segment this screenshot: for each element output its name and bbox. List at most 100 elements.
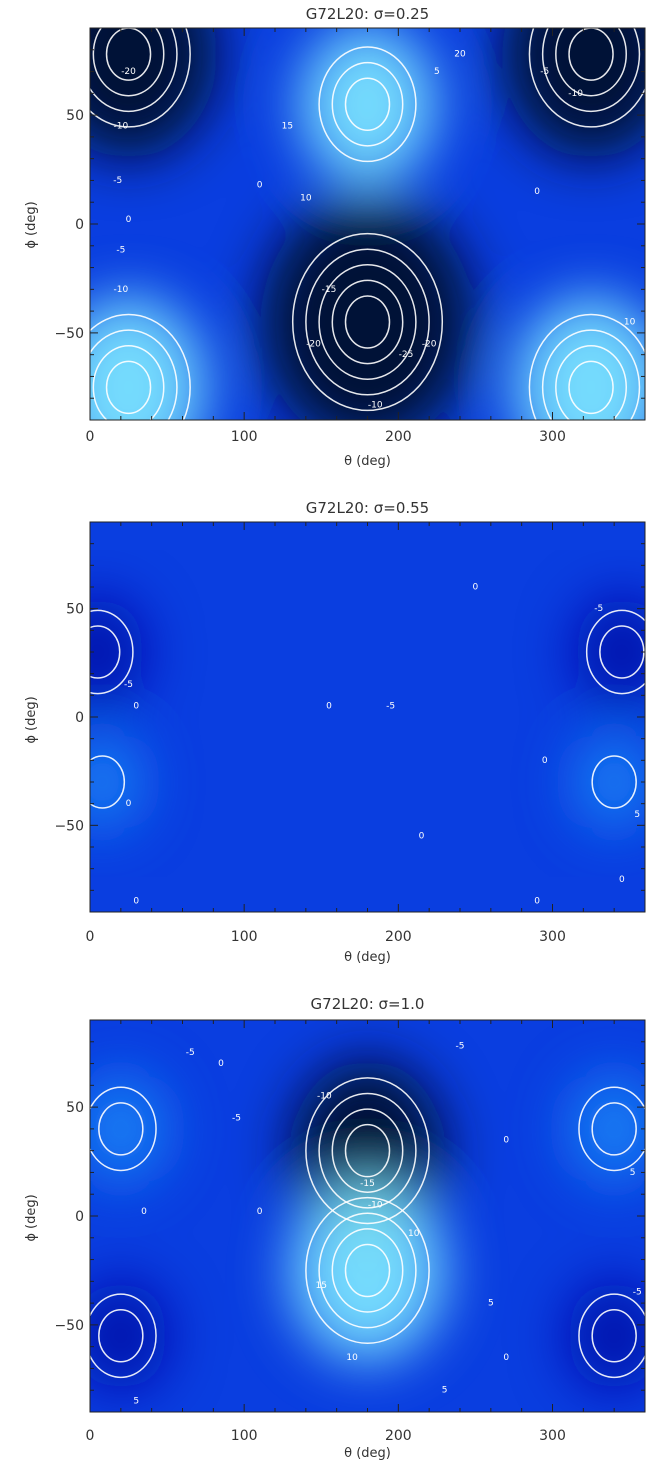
x-tick-label: 0 — [86, 1428, 95, 1444]
contour-ring-6-4 — [528, 313, 645, 420]
x-axis-label: θ (deg) — [344, 454, 391, 469]
field-minimum-2 — [260, 196, 475, 420]
contour-ring-1-2 — [90, 609, 134, 695]
contour-label-4: 15 — [282, 122, 293, 132]
contour-label-14: -10 — [113, 285, 128, 295]
contour-ring-2-2 — [331, 1228, 404, 1313]
contour-lines — [90, 28, 645, 420]
contour-label-6: -5 — [386, 702, 395, 712]
field-minimum-4 — [502, 28, 645, 159]
contour-label-14: 10 — [346, 1353, 358, 1363]
contour-label-3: -5 — [113, 176, 122, 186]
contour-ring-5-1 — [105, 360, 152, 415]
field-maximum-1 — [299, 28, 436, 184]
contour-ring-6-2 — [555, 344, 627, 420]
contour-label-4: -10 — [317, 1092, 332, 1102]
contour-ring-1-3 — [318, 1092, 417, 1209]
contour-label-16: -20 — [306, 339, 321, 349]
field-minimum-2 — [574, 596, 645, 708]
chart-title: G72L20: σ=0.55 — [306, 499, 429, 517]
contour-ring-3-2 — [92, 28, 165, 97]
contour-ring-4-2 — [578, 1086, 645, 1172]
contour-ring-1-2 — [331, 1108, 404, 1194]
contour-label-6: 0 — [503, 1135, 509, 1145]
contour-label-16: 0 — [503, 1353, 509, 1363]
contour-ring-1-1 — [344, 1123, 391, 1178]
y-tick-label: −50 — [54, 326, 84, 342]
contour-ring-2-2 — [331, 279, 404, 365]
contour-label-8: 0 — [141, 1207, 147, 1217]
contour-ring-2-1 — [344, 1243, 391, 1298]
y-axis-label: ϕ (deg) — [24, 201, 39, 248]
contour-label-7: 5 — [630, 1168, 636, 1178]
x-tick-label: 100 — [231, 429, 258, 445]
x-tick-label: 300 — [539, 929, 566, 945]
contour-label-11: 0 — [133, 897, 139, 907]
contour-label-3: -5 — [124, 680, 133, 690]
contour-ring-2-5 — [291, 232, 444, 412]
x-tick-label: 100 — [231, 929, 258, 945]
contour-ring-2-1 — [344, 295, 391, 349]
x-tick-label: 200 — [385, 429, 412, 445]
y-tick-label: 50 — [66, 602, 84, 618]
contour-label-10: -15 — [360, 1179, 375, 1189]
field-maximum-3 — [90, 733, 144, 831]
contour-label-13: 15 — [316, 1281, 327, 1291]
contour-label-10: -10 — [568, 89, 583, 99]
x-tick-label: 0 — [86, 429, 95, 445]
x-axis-label: θ (deg) — [344, 950, 391, 965]
contour-label-3: -5 — [232, 1114, 241, 1124]
x-axis-label: θ (deg) — [344, 1446, 391, 1461]
contour-ring-4-1 — [591, 1102, 637, 1156]
contour-label-6: 0 — [257, 180, 263, 190]
contour-ring-3-1 — [90, 755, 126, 809]
contour-ring-1-1 — [90, 625, 121, 679]
contour-label-9: 0 — [257, 1207, 263, 1217]
contour-label-1: -20 — [121, 67, 136, 77]
contour-ring-4-4 — [528, 28, 645, 128]
contour-label-11: -10 — [368, 1201, 383, 1211]
contour-label-19: 5 — [442, 1386, 448, 1396]
x-tick-label: 200 — [385, 929, 412, 945]
contour-ring-5-4 — [90, 313, 191, 420]
y-axis-label: ϕ (deg) — [24, 1194, 39, 1241]
x-tick-label: 300 — [539, 1428, 566, 1444]
x-tick-label: 200 — [385, 1428, 412, 1444]
contour-label-2: -10 — [113, 122, 128, 132]
contour-label-8: 0 — [126, 799, 132, 809]
contour-label-15: 5 — [488, 1299, 494, 1309]
y-axis-label: ϕ (deg) — [24, 696, 39, 743]
contour-ring-4-3 — [541, 28, 641, 113]
contour-ring-4-2 — [555, 28, 627, 97]
contour-label-12: 10 — [408, 1229, 420, 1239]
contour-ring-3-1 — [98, 1102, 144, 1156]
contour-label-12: 0 — [534, 897, 540, 907]
field-minimum-1 — [90, 596, 145, 708]
contour-label-7: 0 — [542, 756, 548, 766]
field-maximum-3 — [90, 1073, 168, 1184]
contour-ring-2-3 — [318, 264, 417, 380]
field-background — [90, 522, 645, 912]
field-maximum-2 — [290, 1180, 445, 1361]
x-tick-label: 100 — [231, 1428, 258, 1444]
contour-label-18: -20 — [422, 339, 437, 349]
contour-label-12: 0 — [126, 215, 132, 225]
contour-ring-5-1 — [98, 1309, 144, 1363]
contour-label-11: 0 — [534, 187, 540, 197]
contour-label-1: -5 — [186, 1048, 195, 1058]
contour-lines — [90, 1077, 645, 1379]
field-minimum-6 — [567, 1280, 645, 1391]
contour-label-2: 0 — [218, 1059, 224, 1069]
contour-label-9: -5 — [540, 67, 549, 77]
contour-label-7: 5 — [434, 67, 440, 77]
x-tick-label: 0 — [86, 929, 95, 945]
contour-label-15: -15 — [322, 285, 337, 295]
contour-label-4: 0 — [133, 702, 139, 712]
contour-ring-3-2 — [90, 1086, 157, 1172]
chart-title: G72L20: σ=1.0 — [311, 995, 425, 1013]
contour-ring-1-2 — [331, 61, 404, 147]
contour-ring-5-2 — [90, 1293, 157, 1379]
contour-ring-3-3 — [90, 28, 178, 113]
contour-ring-6-1 — [568, 360, 614, 415]
